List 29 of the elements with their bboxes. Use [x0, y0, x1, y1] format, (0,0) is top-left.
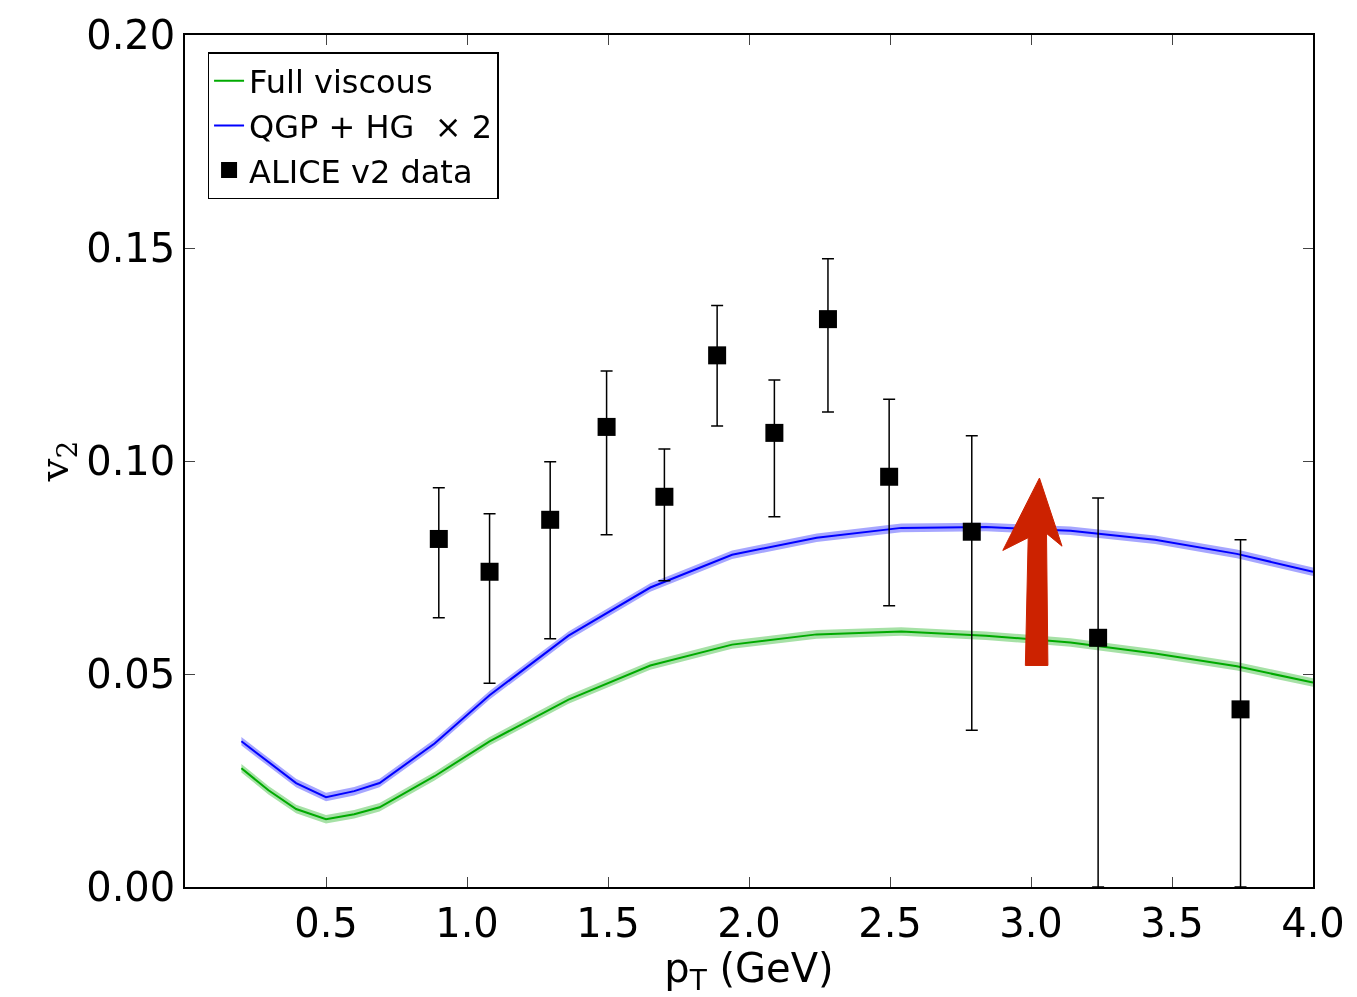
x-axis-title: p$_{T}$ (GeV) — [664, 944, 834, 997]
point — [962, 522, 981, 541]
y-tick-label: 0.05 — [86, 651, 176, 697]
point — [708, 346, 727, 365]
legend-label: QGP + HG × 2 — [249, 107, 493, 146]
x-tick-label: 0.5 — [294, 899, 358, 946]
point — [429, 529, 448, 548]
x-tick-label: 1.0 — [435, 899, 499, 946]
point — [880, 467, 899, 486]
point — [480, 562, 499, 581]
y-tick-label: 0.10 — [86, 438, 176, 484]
point — [541, 510, 560, 529]
y-tick-label: 0.15 — [86, 225, 176, 271]
point — [1089, 628, 1108, 647]
legend-label: Full viscous — [249, 63, 433, 102]
x-tick-label: 1.5 — [576, 899, 640, 946]
legend-label: ALICE v2 data — [249, 152, 473, 191]
point — [1231, 700, 1250, 719]
point — [818, 310, 837, 329]
point — [765, 423, 784, 442]
x-tick-label: 3.0 — [999, 899, 1063, 946]
x-tick-label: 2.0 — [717, 899, 781, 946]
x-tick-label: 4.0 — [1281, 899, 1345, 946]
point — [597, 417, 616, 436]
x-tick-label: 3.5 — [1140, 899, 1204, 946]
x-tick-label: 2.5 — [858, 899, 922, 946]
y-tick-label: 0.00 — [86, 864, 176, 910]
point — [655, 487, 674, 506]
y-tick-label: 0.20 — [86, 12, 176, 58]
